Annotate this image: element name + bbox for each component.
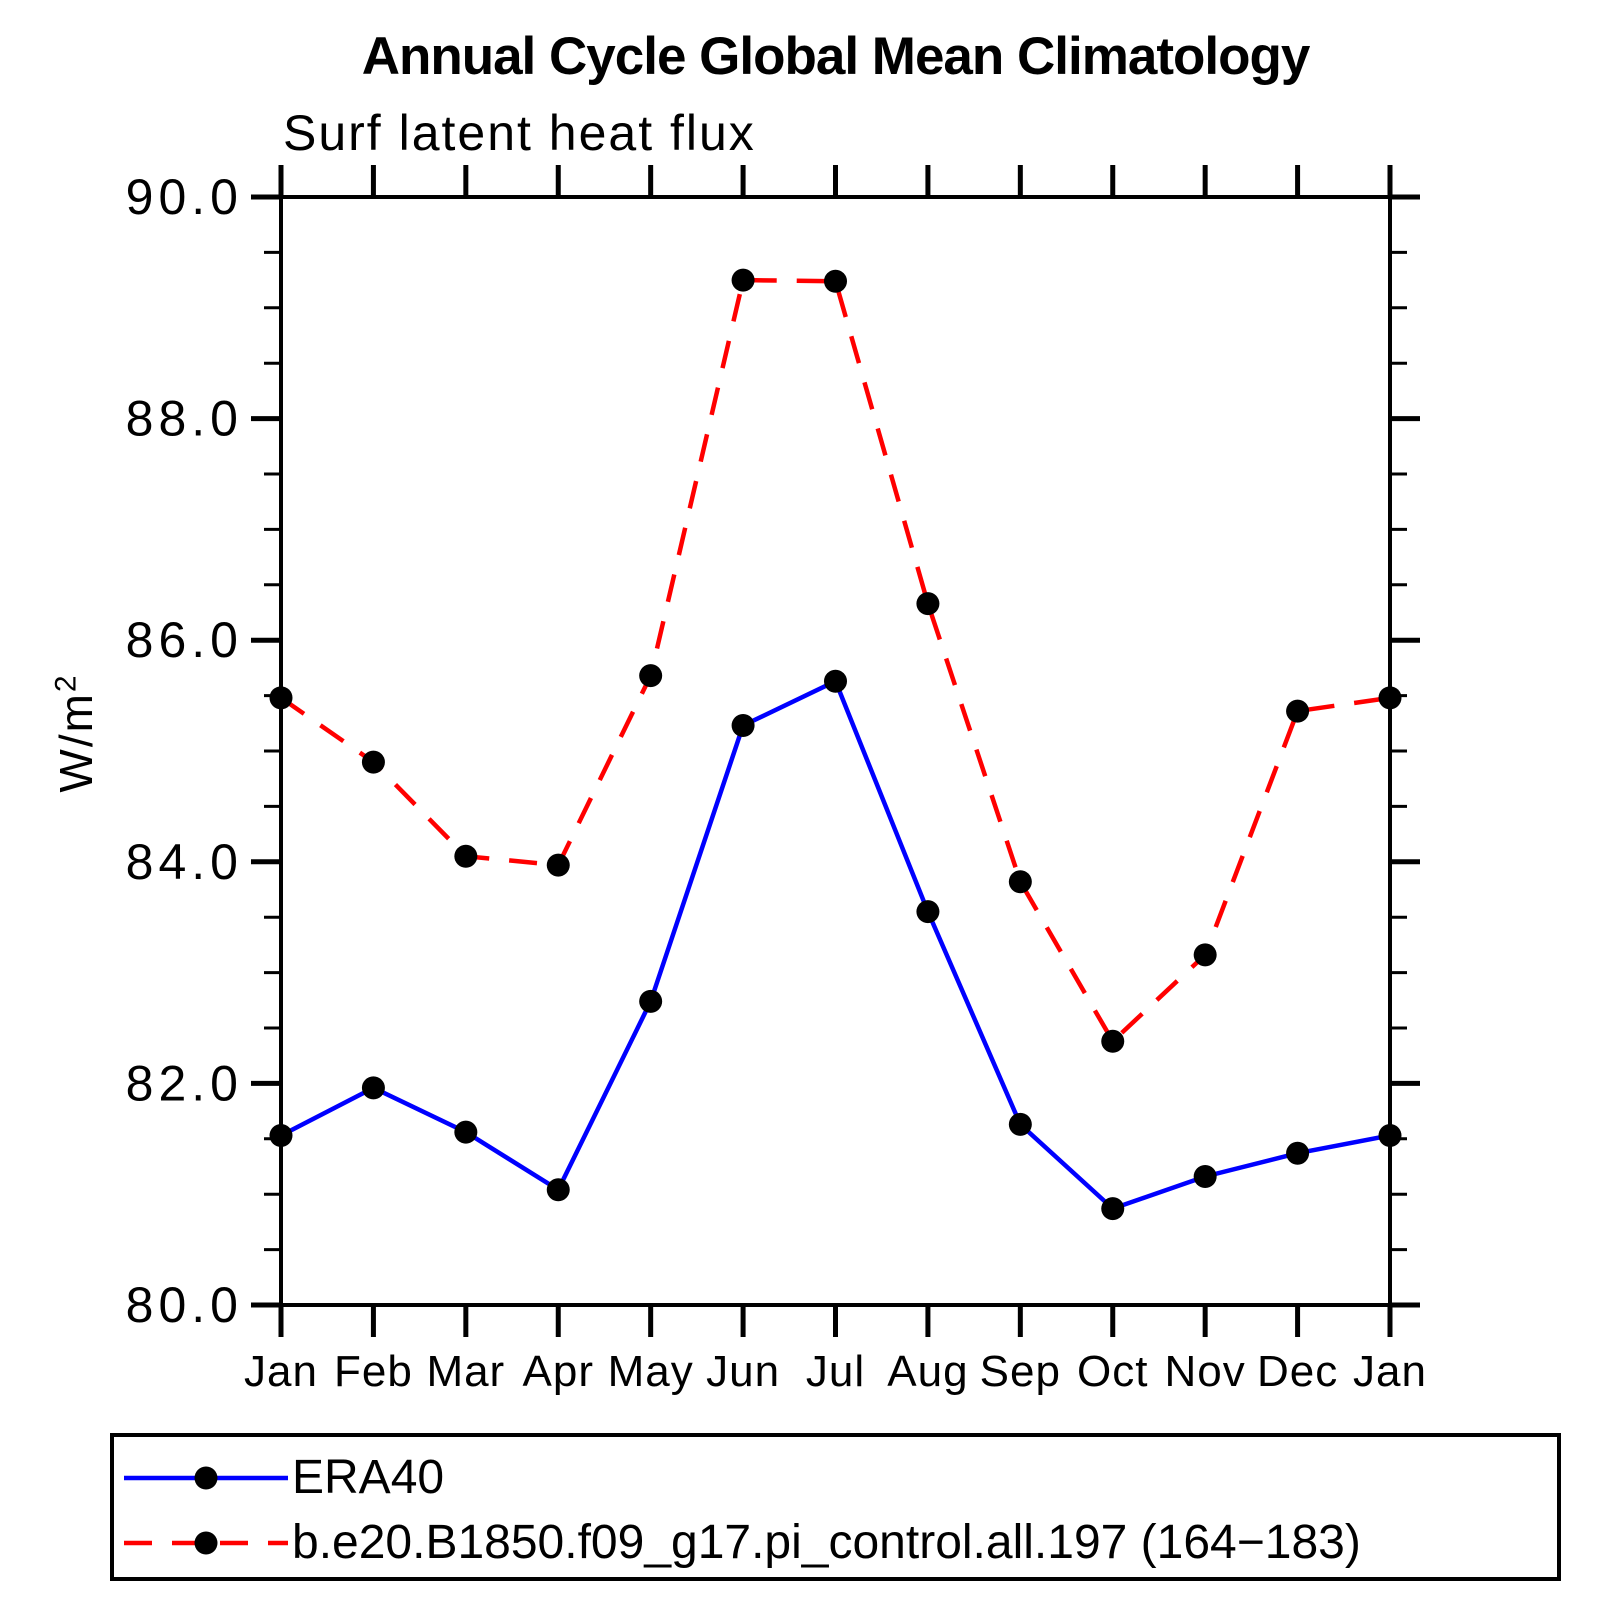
y-tick-label: 80.0 — [126, 1277, 243, 1333]
chart-subtitle: Surf latent heat flux — [283, 105, 756, 161]
data-point-marker — [916, 592, 940, 616]
legend-item-model: b.e20.B1850.f09_g17.pi_control.all.197 (… — [118, 1519, 1361, 1567]
data-point-marker — [1193, 1164, 1217, 1188]
y-tick-label: 90.0 — [126, 169, 243, 225]
data-point-marker — [1101, 1029, 1125, 1053]
y-tick-label: 86.0 — [126, 612, 243, 668]
x-tick-label: Jan — [244, 1347, 318, 1396]
x-tick-label: Dec — [1257, 1347, 1338, 1396]
data-point-marker — [269, 686, 293, 710]
data-point-marker — [269, 1123, 293, 1147]
data-point-marker — [546, 853, 570, 877]
x-tick-label: Aug — [887, 1347, 968, 1396]
chart-title: Annual Cycle Global Mean Climatology — [361, 27, 1311, 86]
data-point-marker — [1378, 686, 1402, 710]
data-point-marker — [824, 269, 847, 293]
y-tick-label: 88.0 — [126, 391, 243, 447]
data-point-marker — [546, 1178, 570, 1202]
legend-sample-solid — [124, 1466, 288, 1490]
x-tick-label: Mar — [426, 1347, 505, 1396]
data-point-marker — [1286, 1141, 1310, 1165]
legend-marker-circle — [194, 1531, 218, 1555]
legend-label-era40: ERA40 — [292, 1451, 445, 1504]
x-tick-label: Jan — [1353, 1347, 1427, 1396]
data-point-marker — [1101, 1197, 1125, 1221]
legend-sample-dashed — [124, 1531, 288, 1555]
data-point-marker — [361, 1076, 385, 1100]
legend-item-era40: ERA40 — [118, 1454, 444, 1502]
data-point-marker — [454, 844, 478, 868]
series-line-0 — [279, 678, 1391, 1212]
data-point-marker — [1286, 699, 1310, 723]
data-point-marker — [824, 669, 847, 693]
x-tick-label: Oct — [1077, 1347, 1148, 1396]
data-point-marker — [1008, 1112, 1032, 1136]
x-tick-label: Nov — [1165, 1347, 1246, 1396]
data-point-marker — [639, 664, 663, 688]
x-tick-label: May — [608, 1347, 694, 1396]
data-point-marker — [1193, 943, 1217, 967]
x-tick-label: Feb — [334, 1347, 413, 1396]
y-tick-label: 84.0 — [126, 834, 243, 890]
series-line-1 — [279, 277, 1391, 1045]
legend: ERA40 b.e20.B1850.f09_g17.pi_control.all… — [110, 1433, 1561, 1581]
data-point-marker — [454, 1120, 478, 1144]
data-point-marker — [1008, 870, 1032, 894]
data-point-marker — [731, 268, 755, 292]
x-tick-label: Jun — [706, 1347, 780, 1396]
data-point-marker — [639, 989, 663, 1013]
plot-border — [279, 195, 1392, 1307]
data-point-marker — [916, 900, 940, 924]
legend-marker-circle — [194, 1466, 218, 1490]
legend-label-model: b.e20.B1850.f09_g17.pi_control.all.197 (… — [292, 1516, 1361, 1569]
x-tick-label: Sep — [980, 1347, 1061, 1396]
y-tick-label: 82.0 — [126, 1055, 243, 1111]
data-point-marker — [1378, 1123, 1402, 1147]
x-tick-label: Apr — [523, 1347, 594, 1396]
data-point-marker — [361, 750, 385, 774]
x-tick-label: Jul — [806, 1347, 865, 1396]
data-point-marker — [731, 714, 755, 738]
